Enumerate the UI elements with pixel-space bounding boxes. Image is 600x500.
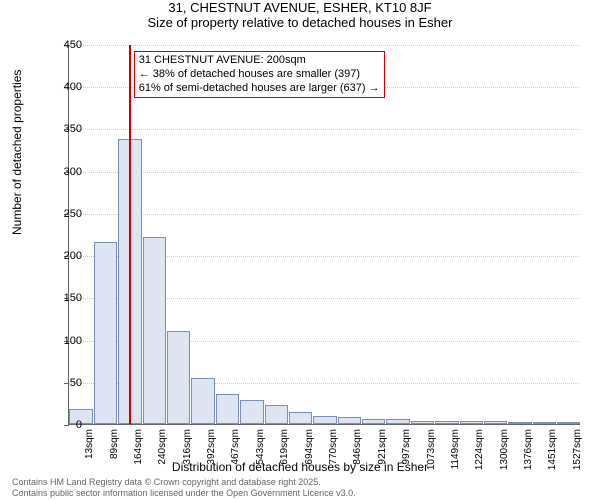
histogram-bar xyxy=(167,331,190,424)
ytick-label: 450 xyxy=(42,39,82,51)
ytick-label: 300 xyxy=(42,166,82,178)
footer-attribution: Contains HM Land Registry data © Crown c… xyxy=(12,477,356,498)
histogram-bar xyxy=(338,417,361,424)
histogram-bar xyxy=(533,422,556,424)
histogram-bar xyxy=(460,421,483,424)
x-axis-label: Distribution of detached houses by size … xyxy=(0,460,600,474)
plot-area xyxy=(68,45,580,425)
chart-container: 31 CHESTNUT AVENUE: 200sqm ← 38% of deta… xyxy=(68,45,580,425)
histogram-bar xyxy=(313,416,336,424)
ytick-label: 250 xyxy=(42,208,82,220)
gridline xyxy=(69,214,580,215)
footer-line: Contains public sector information licen… xyxy=(12,488,356,498)
histogram-bar xyxy=(216,394,239,424)
ytick-label: 50 xyxy=(42,377,82,389)
histogram-bar xyxy=(191,378,214,424)
histogram-bar xyxy=(557,422,580,424)
callout-line: ← 38% of detached houses are smaller (39… xyxy=(139,68,380,82)
histogram-bar xyxy=(508,422,531,424)
marker-callout: 31 CHESTNUT AVENUE: 200sqm ← 38% of deta… xyxy=(134,51,385,98)
page-title: 31, CHESTNUT AVENUE, ESHER, KT10 8JF xyxy=(0,0,600,15)
histogram-bar xyxy=(240,400,263,424)
gridline xyxy=(69,172,580,173)
histogram-bar xyxy=(411,421,434,424)
ytick-label: 150 xyxy=(42,292,82,304)
histogram-bar xyxy=(265,405,288,424)
callout-line: 61% of semi-detached houses are larger (… xyxy=(139,82,380,96)
ytick-label: 350 xyxy=(42,123,82,135)
footer-line: Contains HM Land Registry data © Crown c… xyxy=(12,477,356,487)
callout-line: 31 CHESTNUT AVENUE: 200sqm xyxy=(139,54,380,68)
histogram-bar xyxy=(94,242,117,424)
y-axis-label: Number of detached properties xyxy=(10,70,24,235)
histogram-bar xyxy=(484,421,507,424)
reference-marker-line xyxy=(129,45,131,424)
gridline xyxy=(69,45,580,46)
histogram-bar xyxy=(435,421,458,424)
ytick-label: 0 xyxy=(42,419,82,431)
ytick-label: 100 xyxy=(42,335,82,347)
gridline xyxy=(69,129,580,130)
histogram-bar xyxy=(386,419,409,424)
histogram-bar xyxy=(143,237,166,424)
histogram-bar xyxy=(289,412,312,424)
ytick-label: 400 xyxy=(42,81,82,93)
ytick-label: 200 xyxy=(42,250,82,262)
page-subtitle: Size of property relative to detached ho… xyxy=(0,15,600,30)
histogram-bar xyxy=(362,419,385,424)
